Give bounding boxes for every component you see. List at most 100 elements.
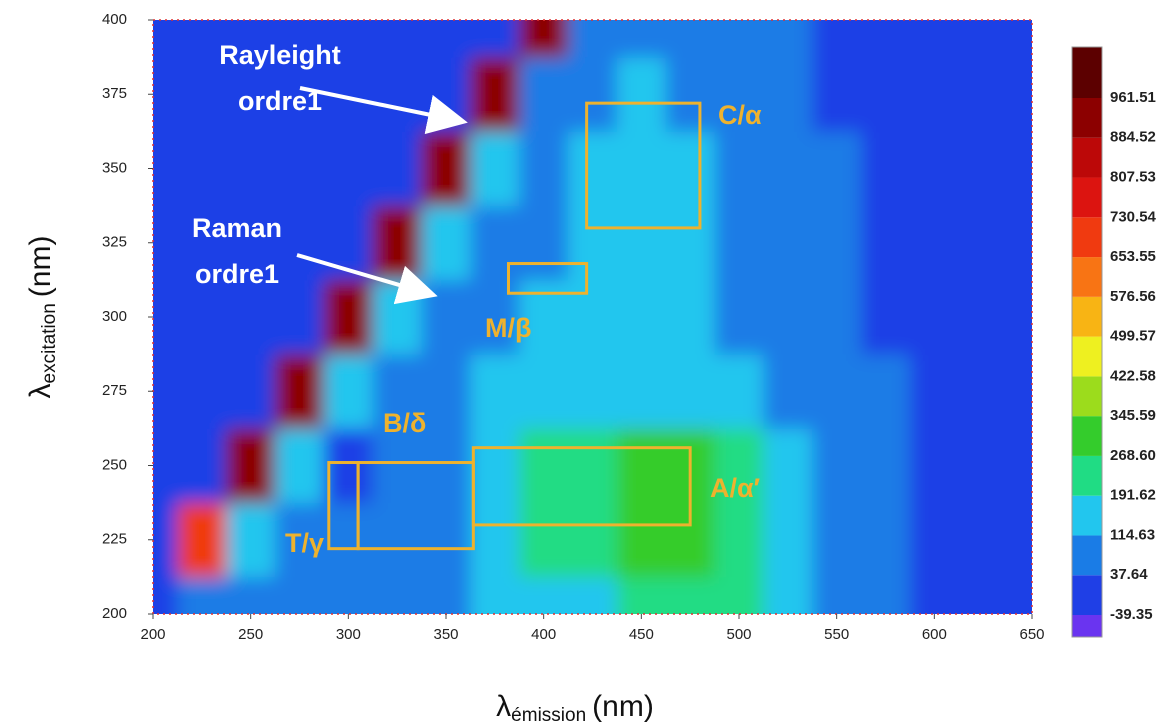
colorbar-label: -39.35 bbox=[1110, 606, 1153, 623]
cell bbox=[153, 205, 178, 281]
cell bbox=[323, 354, 374, 429]
cell bbox=[568, 354, 618, 429]
y-axis-label: λexcitation(nm) bbox=[24, 236, 60, 399]
cell bbox=[323, 576, 374, 614]
cell bbox=[226, 354, 276, 429]
cell bbox=[861, 205, 911, 281]
plot-frame bbox=[152, 19, 1033, 615]
cell bbox=[372, 502, 423, 578]
cell bbox=[714, 576, 764, 614]
cell bbox=[763, 57, 813, 132]
cell bbox=[958, 502, 1009, 578]
cell bbox=[323, 20, 374, 58]
cell bbox=[909, 576, 960, 614]
colorbar-band bbox=[1072, 257, 1102, 297]
cell bbox=[177, 279, 227, 355]
cell bbox=[763, 354, 813, 429]
cell bbox=[909, 502, 960, 578]
cell bbox=[714, 57, 764, 132]
colorbar-label: 730.54 bbox=[1110, 208, 1157, 225]
x-tick-label: 300 bbox=[336, 626, 361, 643]
cell bbox=[372, 205, 423, 281]
colorbar-label: 653.55 bbox=[1110, 248, 1156, 265]
cell bbox=[470, 57, 520, 132]
cell bbox=[372, 354, 423, 429]
cell bbox=[470, 131, 520, 207]
cell bbox=[275, 205, 325, 281]
cell bbox=[665, 205, 716, 281]
y-tick-label: 225 bbox=[102, 531, 127, 548]
cell bbox=[616, 20, 667, 58]
cell bbox=[421, 354, 471, 429]
cell bbox=[665, 20, 716, 58]
cell bbox=[177, 57, 227, 132]
cell bbox=[177, 502, 227, 578]
cell bbox=[226, 502, 276, 578]
cell bbox=[568, 279, 618, 355]
annotation-arrow bbox=[299, 86, 468, 135]
cell bbox=[519, 205, 569, 281]
cell bbox=[421, 502, 471, 578]
colorbar-label: 37.64 bbox=[1110, 566, 1148, 583]
cell bbox=[714, 502, 764, 578]
colorbar-band bbox=[1072, 217, 1102, 258]
cell bbox=[421, 428, 471, 504]
cell bbox=[909, 279, 960, 355]
colorbar-band bbox=[1072, 137, 1102, 178]
colorbar-label: 884.52 bbox=[1110, 129, 1156, 146]
cell bbox=[470, 428, 520, 504]
colorbar-label: 499.57 bbox=[1110, 328, 1156, 345]
cell bbox=[177, 205, 227, 281]
cell bbox=[616, 205, 667, 281]
region-label: A/α′ bbox=[710, 473, 760, 503]
cell bbox=[665, 131, 716, 207]
y-tick-label: 200 bbox=[102, 605, 127, 622]
cell bbox=[812, 354, 862, 429]
cell bbox=[519, 576, 569, 614]
cell bbox=[616, 576, 667, 614]
cell bbox=[226, 131, 276, 207]
colorbar-band bbox=[1072, 376, 1102, 417]
colorbar-label: 961.51 bbox=[1110, 89, 1156, 106]
colorbar-band bbox=[1072, 575, 1102, 615]
cell bbox=[812, 205, 862, 281]
region-label: B/δ bbox=[383, 408, 426, 438]
colorbar-frame bbox=[1071, 46, 1103, 638]
x-tick-label: 250 bbox=[238, 626, 263, 643]
cell bbox=[812, 131, 862, 207]
cell bbox=[153, 279, 178, 355]
cell bbox=[812, 20, 862, 58]
overlay: 200 250 300 350 400 450 500 550 600 650 200 225 250 2… bbox=[102, 11, 1157, 643]
cell bbox=[812, 57, 862, 132]
cell bbox=[421, 131, 471, 207]
cell bbox=[519, 354, 569, 429]
cell bbox=[372, 57, 423, 132]
cell bbox=[372, 20, 423, 58]
colorbar-below bbox=[1072, 615, 1102, 637]
cell bbox=[153, 502, 178, 578]
x-tick-label: 650 bbox=[1019, 626, 1044, 643]
cell bbox=[275, 576, 325, 614]
colorbar-band bbox=[1072, 535, 1102, 576]
cell bbox=[421, 279, 471, 355]
cell bbox=[1007, 205, 1032, 281]
cell bbox=[909, 131, 960, 207]
cell bbox=[568, 502, 618, 578]
cell bbox=[519, 428, 569, 504]
cell bbox=[323, 205, 374, 281]
cell bbox=[421, 205, 471, 281]
x-tick-label: 400 bbox=[531, 626, 556, 643]
cell bbox=[226, 20, 276, 58]
colorbar-band bbox=[1072, 47, 1102, 98]
cell bbox=[812, 502, 862, 578]
cell bbox=[153, 20, 178, 58]
cell bbox=[665, 354, 716, 429]
region-label: M/β bbox=[485, 313, 531, 343]
cell bbox=[470, 354, 520, 429]
cell bbox=[812, 428, 862, 504]
cell bbox=[519, 131, 569, 207]
cell bbox=[568, 131, 618, 207]
x-axis-label: λémission (nm) bbox=[496, 690, 654, 726]
cell bbox=[812, 279, 862, 355]
